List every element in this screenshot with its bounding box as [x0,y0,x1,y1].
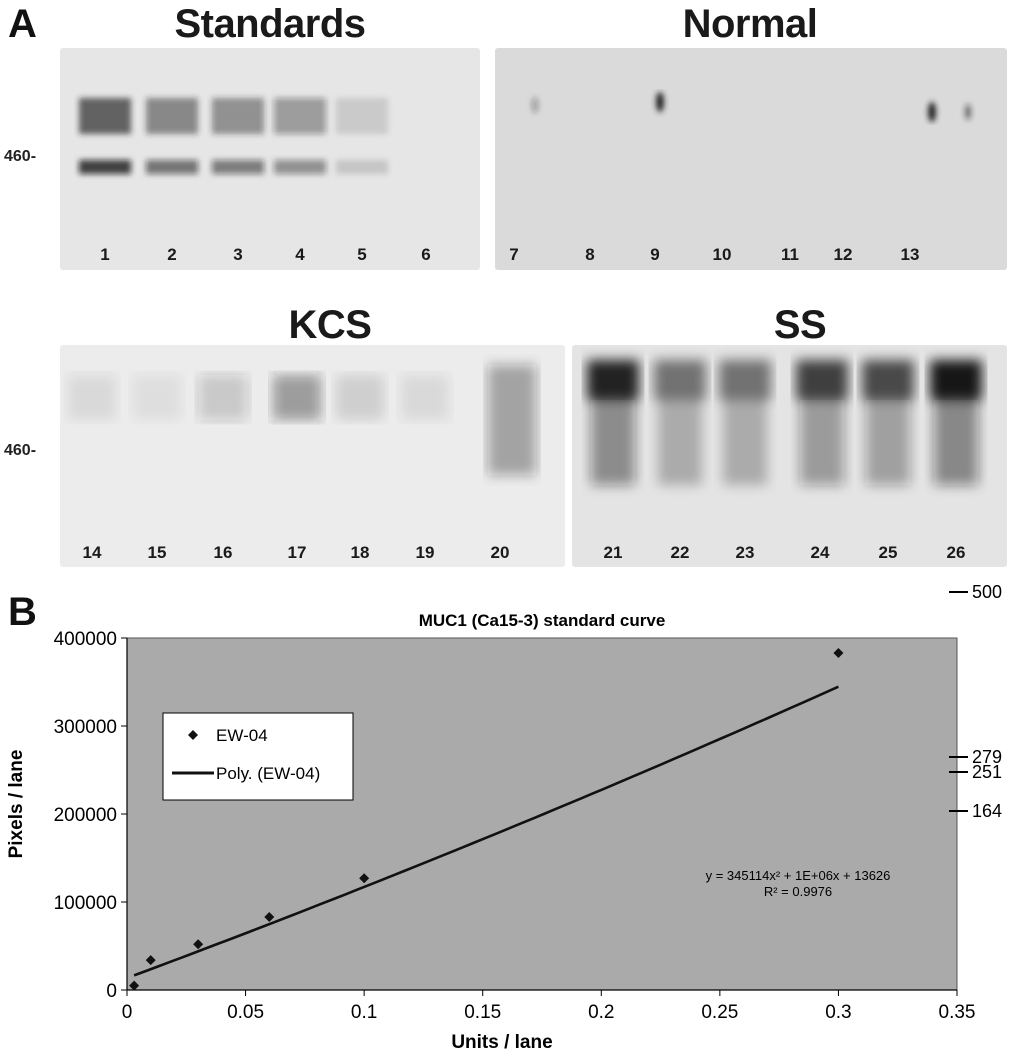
gel-title-standards: Standards [174,2,366,46]
lane-label: 8 [585,245,595,264]
normal-spot-13 [965,104,971,120]
data-point [129,980,140,991]
lane-label: 10 [712,245,732,264]
side-marker-label: 500 [972,582,1002,602]
gel-standards [60,48,480,270]
ss-band [719,360,771,485]
side-marker-label: 164 [972,801,1002,821]
panel-a-letter: A [8,2,37,46]
lane-label: 14 [82,543,102,562]
x-tick-label: 0.2 [588,1002,614,1023]
lane-label: 5 [357,245,367,264]
x-tick-label: 0.35 [939,1002,976,1023]
lane-label: 6 [421,245,431,264]
lane-label: 9 [650,245,660,264]
marker-460-top: 460- [4,148,37,165]
lane-label: 16 [213,543,233,562]
trendline [133,685,839,977]
standard-band [336,98,388,174]
ss-band [654,360,706,485]
panel-b-letter: B [8,590,37,634]
western-blot-gels [60,48,1007,567]
side-marker-label: 279 [972,747,1002,767]
lane-label: 15 [147,543,167,562]
ss-band [930,360,982,485]
ss-band [862,360,914,485]
standard-band [212,98,264,174]
trendline-equation: y = 345114x² + 1E+06x + 13626 [706,868,891,883]
normal-spot-12 [928,102,936,122]
y-tick-label: 0 [106,981,117,1002]
normal-spot-9 [656,92,664,112]
ss-band [587,360,639,485]
lane-label: 21 [603,543,623,562]
standard-band [274,98,326,174]
lane-label: 12 [833,245,853,264]
gel-title-ss: SS [773,303,827,347]
marker-460-bottom: 460- [4,442,37,459]
kcs-band [133,375,181,420]
normal-spot-8 [532,97,538,113]
x-tick-label: 0.3 [825,1002,851,1023]
lane-label: 2 [167,245,177,264]
data-point [193,939,204,950]
kcs-band [68,375,116,420]
lane-label: 25 [878,543,898,562]
lane-label: 11 [781,245,799,264]
x-tick-label: 0.1 [351,1002,377,1023]
kcs-band [273,375,321,420]
gel-title-kcs: KCS [288,303,372,347]
kcs-band [488,365,536,475]
gel-normal [495,48,1007,270]
data-point [833,647,844,658]
x-tick-label: 0 [122,1002,133,1023]
legend-label-series: EW-04 [216,726,268,745]
lane-label: 26 [946,543,966,562]
x-axis-label: Units / lane [451,1032,552,1053]
lane-label: 24 [810,543,830,562]
standard-band [146,98,198,174]
standard-curve-chart: MUC1 (Ca15-3) standard curve 0 100000 20000… [6,582,1002,1053]
y-axis-label: Pixels / lane [6,750,27,859]
data-point [264,911,275,922]
lane-label: 3 [233,245,243,264]
y-tick-label: 400000 [54,629,117,650]
kcs-band [401,375,449,420]
x-tick-label: 0.05 [227,1002,264,1023]
y-tick-label: 100000 [54,893,117,914]
ss-band [796,360,848,485]
chart-title: MUC1 (Ca15-3) standard curve [419,611,666,630]
side-marker-label: 251 [972,762,1002,782]
r-squared: R² = 0.9976 [764,884,832,899]
standard-band [79,98,131,174]
legend-label-trendline: Poly. (EW-04) [216,764,320,783]
lane-label: 23 [735,543,755,562]
lane-label: 22 [670,543,690,562]
data-point [359,873,370,884]
x-tick-label: 0.15 [464,1002,501,1023]
gel-ss [572,345,1007,567]
kcs-band [199,375,247,420]
lane-label: 19 [415,543,435,562]
lane-label: 13 [900,245,920,264]
kcs-band [336,375,384,420]
y-tick-label: 300000 [54,717,117,738]
x-tick-label: 0.25 [701,1002,738,1023]
lane-label: 4 [295,245,305,264]
data-point [145,955,156,966]
lane-label: 17 [287,543,307,562]
lane-label: 7 [509,245,519,264]
y-tick-label: 200000 [54,805,117,826]
lane-label: 20 [490,543,510,562]
gel-title-normal: Normal [682,2,818,46]
lane-label: 18 [350,543,370,562]
legend: EW-04 Poly. (EW-04) [162,712,354,801]
legend-marker [188,730,198,740]
gel-kcs [60,345,565,567]
lane-label: 1 [100,245,110,264]
